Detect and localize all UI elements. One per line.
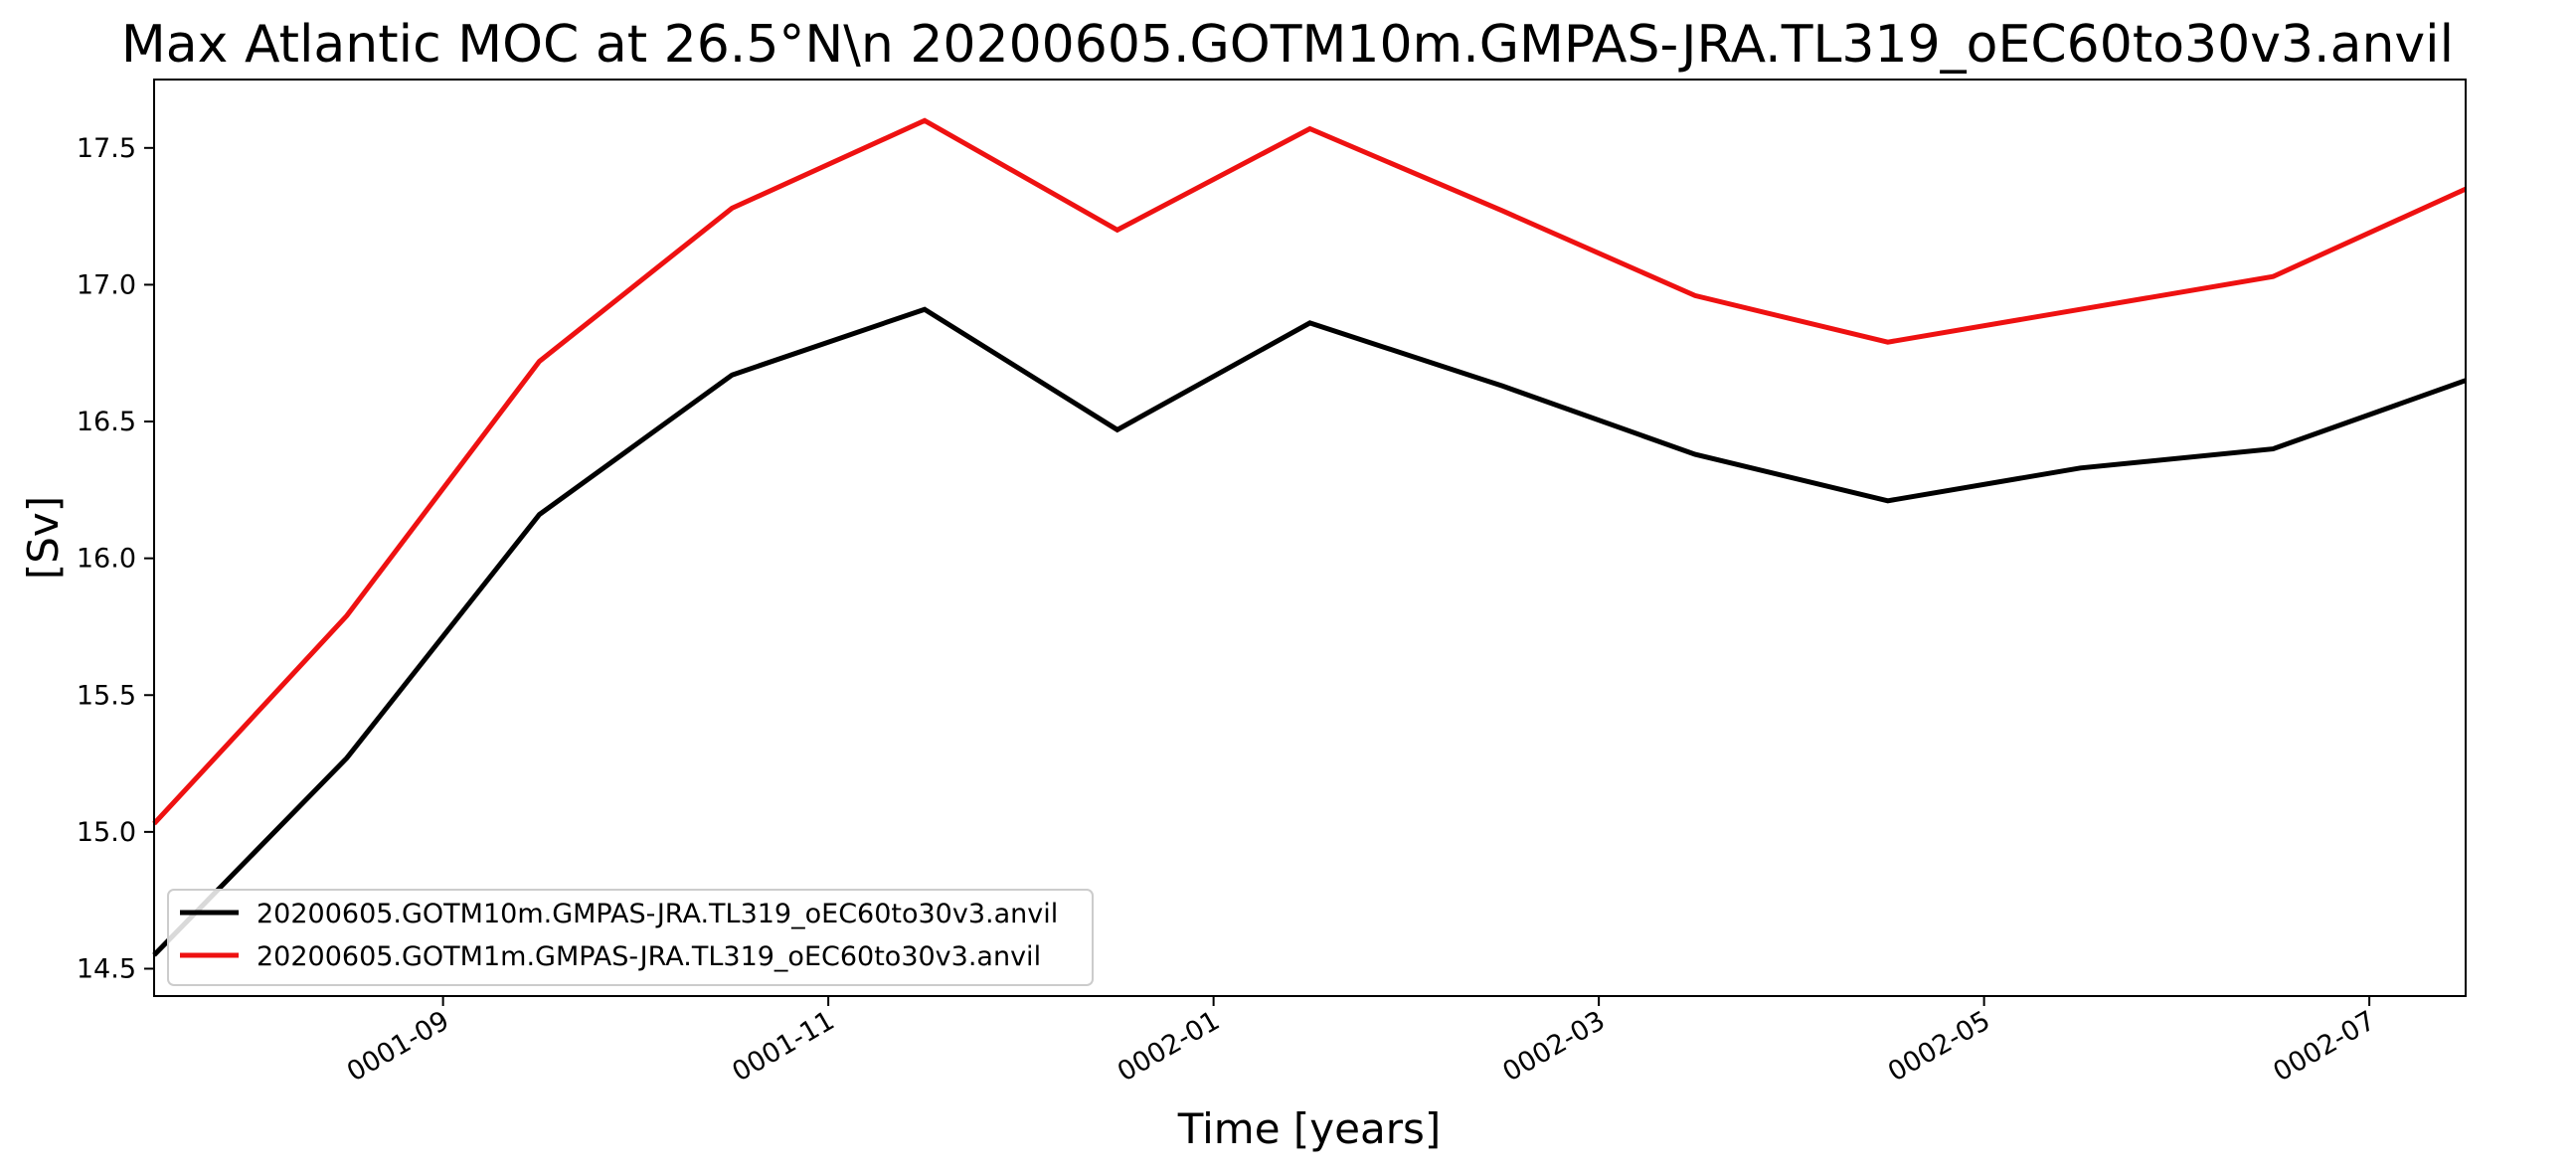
- series-line-gotm10m: [152, 306, 2467, 957]
- x-tick-label: 0002-01: [1113, 1005, 1225, 1088]
- x-tick-label: 0002-03: [1497, 1005, 1610, 1088]
- legend: 20200605.GOTM10m.GMPAS-JRA.TL319_oEC60to…: [167, 889, 1094, 986]
- series-line-gotm1m: [152, 117, 2468, 826]
- x-tick-label: 0002-07: [2268, 1005, 2380, 1088]
- y-axis-label: [Sv]: [19, 496, 68, 580]
- x-tick-label: 0001-11: [727, 1005, 839, 1088]
- y-tick-label: 17.5: [77, 133, 136, 164]
- x-axis-ticks: 0001-09 0001-11 0002-01 0002-03 0002-05 0002-…: [342, 996, 2381, 1088]
- y-tick-label: 16.5: [77, 407, 136, 437]
- x-tick-label: 0001-09: [342, 1005, 454, 1088]
- legend-box: [167, 889, 1094, 986]
- y-tick-label: 16.0: [77, 544, 136, 575]
- chart-title: Max Atlantic MOC at 26.5°N\n 20200605.GO…: [121, 15, 2454, 75]
- y-tick-label: 15.5: [77, 680, 136, 711]
- legend-label-gotm10m: 20200605.GOTM10m.GMPAS-JRA.TL319_oEC60to…: [257, 899, 1058, 929]
- y-tick-label: 15.0: [77, 817, 136, 848]
- y-axis-ticks: 14.5 15.0 15.5 16.0 16.5 17.0 17.5: [77, 133, 154, 984]
- x-tick-label: 0002-05: [1883, 1005, 1995, 1088]
- y-tick-label: 17.0: [77, 269, 136, 300]
- series-layer: [152, 117, 2468, 957]
- x-axis-label: Time [years]: [1177, 1104, 1442, 1153]
- legend-label-gotm1m: 20200605.GOTM1m.GMPAS-JRA.TL319_oEC60to3…: [257, 941, 1041, 972]
- y-tick-label: 14.5: [77, 953, 136, 984]
- plot-area-frame: [153, 79, 2467, 997]
